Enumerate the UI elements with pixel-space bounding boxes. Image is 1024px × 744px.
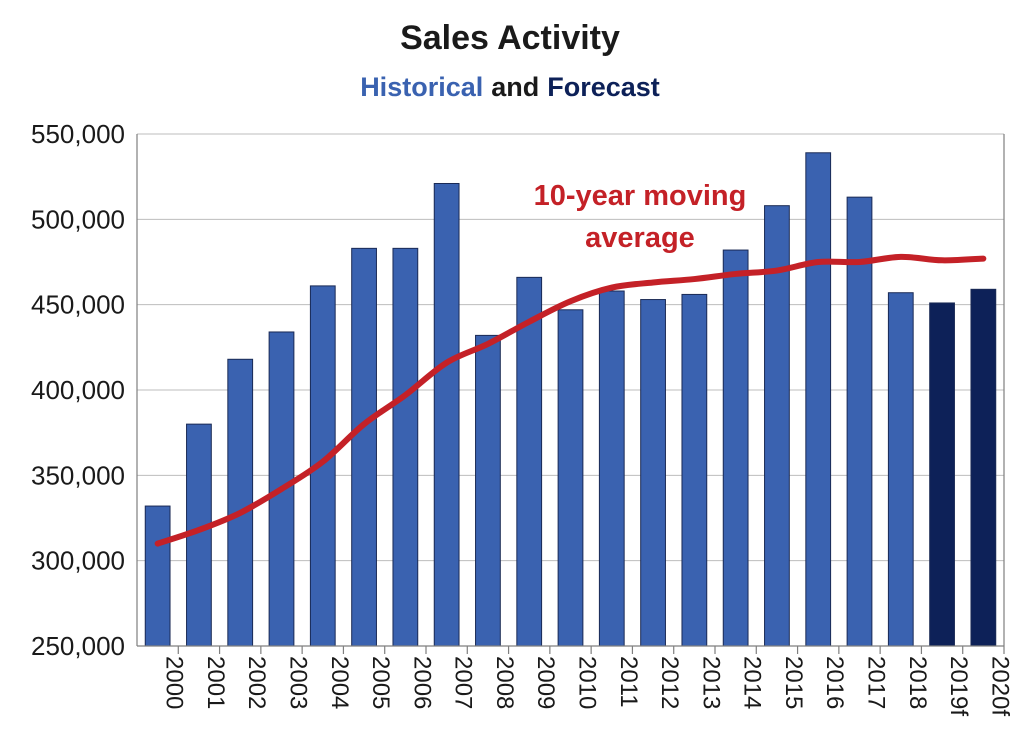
x-tick-label: 2014 <box>739 656 766 709</box>
x-tick-label: 2008 <box>491 656 518 709</box>
x-tick-label: 2004 <box>326 656 353 709</box>
historical-bar <box>805 152 832 647</box>
x-tick-label: 2011 <box>615 656 642 708</box>
x-tick-label: 2018 <box>904 656 931 709</box>
historical-bar <box>846 196 873 647</box>
y-tick-label: 450,000 <box>31 290 125 320</box>
subtitle-forecast: Forecast <box>547 72 660 102</box>
historical-bar <box>557 309 584 647</box>
moving-average-line <box>154 253 987 547</box>
x-tick-label: 2000 <box>161 656 188 709</box>
annotation-line-2: average <box>585 222 695 254</box>
y-tick-label: 350,000 <box>31 460 125 490</box>
y-tick-label: 400,000 <box>31 375 125 405</box>
x-tick-label: 2005 <box>367 656 394 709</box>
x-tick-label: 2006 <box>408 656 435 709</box>
historical-bar <box>681 293 708 647</box>
historical-bar <box>351 247 377 647</box>
x-tick-label: 2007 <box>450 656 477 709</box>
x-tick-label: 2012 <box>656 656 683 709</box>
annotation-line-1: 10-year moving <box>534 180 747 212</box>
y-tick-label: 300,000 <box>31 546 125 576</box>
axes <box>136 134 1005 654</box>
x-tick-label: 2017 <box>863 656 890 709</box>
subtitle-and: and <box>491 72 539 102</box>
historical-bar <box>516 276 543 647</box>
x-tick-labels: 2000 2001 2002 2003 2004 2005 2006 2007 2008 2009… <box>161 656 1014 716</box>
x-tick-label: 2010 <box>574 656 601 709</box>
x-tick-label: 2016 <box>821 656 848 709</box>
historical-bar <box>640 299 666 647</box>
historical-bar <box>227 358 254 647</box>
historical-bar <box>722 249 749 647</box>
historical-bar <box>392 247 419 647</box>
moving-average-line-group <box>154 253 987 547</box>
historical-bar <box>598 290 625 647</box>
x-tick-label: 2009 <box>532 656 559 709</box>
historical-bar <box>144 505 171 647</box>
x-tick-label: 2015 <box>780 656 807 709</box>
historical-bar <box>887 292 914 647</box>
x-tick-label: 2002 <box>243 656 270 709</box>
historical-bar <box>475 334 501 647</box>
chart-subtitle: Historical and Forecast <box>360 72 660 102</box>
x-tick-label: 2020f <box>986 656 1013 716</box>
x-tick-label: 2003 <box>285 656 312 709</box>
subtitle-historical: Historical <box>360 72 483 102</box>
historical-bar <box>764 205 790 647</box>
forecast-bar <box>929 302 955 647</box>
forecast-bar <box>970 288 997 647</box>
y-tick-label: 500,000 <box>31 204 125 234</box>
chart-title: Sales Activity <box>400 19 620 57</box>
y-tick-label: 250,000 <box>31 631 125 661</box>
x-tick-label: 2013 <box>697 656 724 709</box>
x-tick-label: 2019f <box>945 656 972 716</box>
y-tick-label: 550,000 <box>31 119 125 149</box>
x-tick-label: 2001 <box>202 656 229 709</box>
y-tick-labels: 250,000 300,000 350,000 400,000 450,000 500,0… <box>31 119 125 661</box>
historical-bar <box>433 182 460 647</box>
bars <box>144 152 997 647</box>
